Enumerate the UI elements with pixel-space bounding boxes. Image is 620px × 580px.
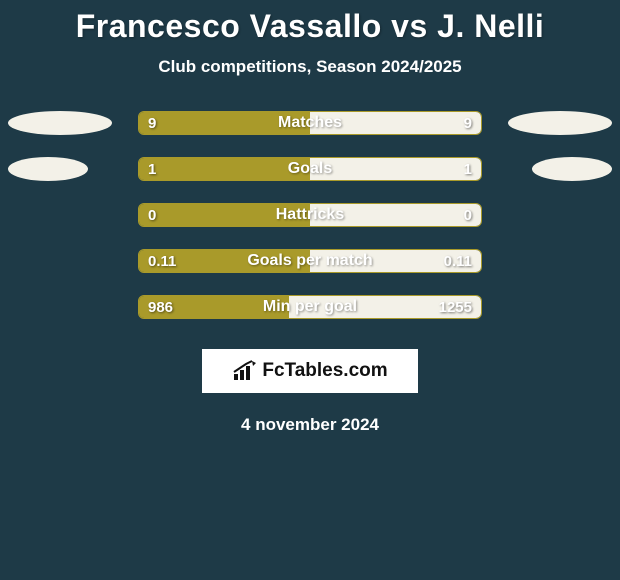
comparison-row: Goals per match0.110.11 (0, 249, 620, 273)
left-value: 1 (148, 157, 156, 181)
logo-chart-icon (232, 360, 258, 382)
right-ellipse (532, 157, 612, 181)
right-value: 9 (464, 111, 472, 135)
comparison-row: Min per goal9861255 (0, 295, 620, 319)
logo-text: FcTables.com (262, 360, 387, 382)
right-ellipse (508, 111, 612, 135)
bar-right-fill (310, 112, 481, 134)
bar-left-fill (139, 158, 310, 180)
left-value: 986 (148, 295, 173, 319)
date-text: 4 november 2024 (0, 415, 620, 435)
subtitle: Club competitions, Season 2024/2025 (0, 57, 620, 77)
left-ellipse (8, 157, 88, 181)
left-value: 0.11 (148, 249, 176, 273)
right-value: 0 (464, 203, 472, 227)
comparison-bar (138, 203, 482, 227)
comparison-row: Goals11 (0, 157, 620, 181)
comparison-row: Matches99 (0, 111, 620, 135)
comparison-bar (138, 295, 482, 319)
left-value: 9 (148, 111, 156, 135)
comparison-row: Hattricks00 (0, 203, 620, 227)
right-value: 0.11 (444, 249, 472, 273)
right-value: 1 (464, 157, 472, 181)
left-ellipse (8, 111, 112, 135)
comparison-rows: Matches99Goals11Hattricks00Goals per mat… (0, 111, 620, 319)
page-title: Francesco Vassallo vs J. Nelli (0, 8, 620, 45)
right-value: 1255 (439, 295, 472, 319)
bar-right-fill (310, 158, 481, 180)
bar-right-fill (310, 204, 481, 226)
comparison-bar (138, 157, 482, 181)
left-value: 0 (148, 203, 156, 227)
bar-left-fill (139, 204, 310, 226)
comparison-bar (138, 111, 482, 135)
bar-left-fill (139, 112, 310, 134)
comparison-bar (138, 249, 482, 273)
logo-box: FcTables.com (202, 349, 418, 393)
